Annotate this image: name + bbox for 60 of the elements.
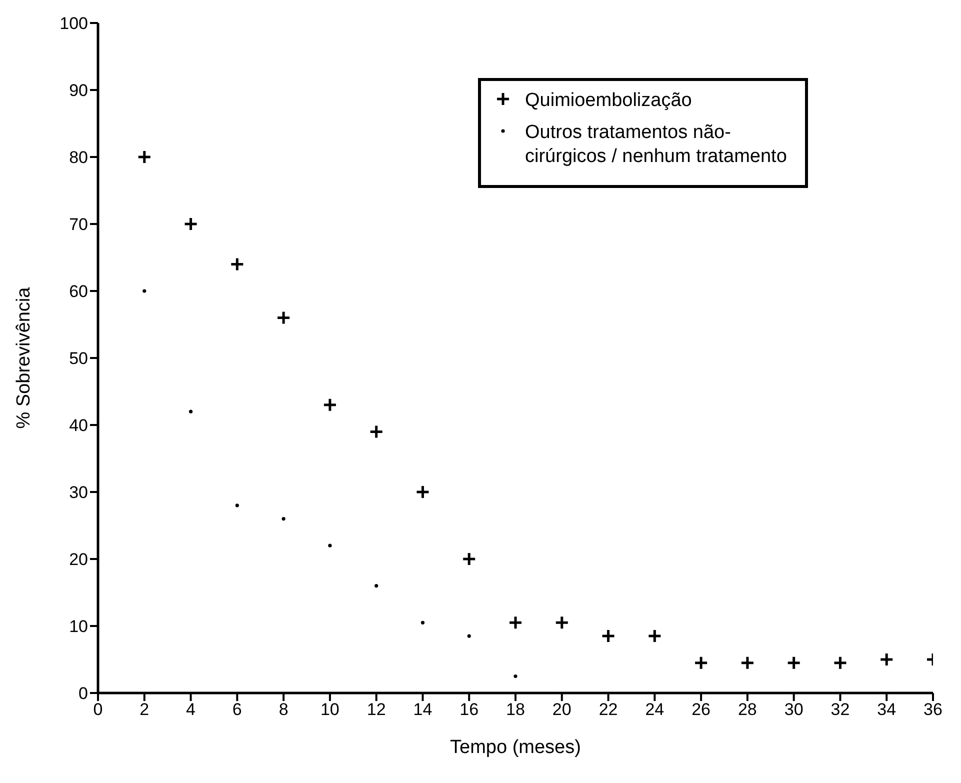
x-tick-label: 0 [93,700,103,720]
point [137,150,152,164]
y-tick-label: 50 [69,349,88,368]
point [369,424,384,439]
point [142,289,146,293]
x-axis-title: Tempo (meses) [450,737,581,758]
y-tick-label: 70 [69,215,88,234]
point [514,674,518,678]
point [879,652,894,667]
x-tick-label: 6 [232,700,242,720]
point [374,584,378,588]
point [184,216,198,232]
y-tick-label: 100 [60,14,88,34]
point [554,615,570,630]
x-tick-label: 12 [366,700,386,720]
point [467,634,471,638]
legend-label: Quimioembolização [525,89,692,113]
y-tick-label: 60 [69,282,88,302]
point [786,656,802,670]
x-tick-label: 16 [460,700,479,720]
point [415,484,430,500]
point [230,256,244,272]
x-tick-label: 26 [692,700,711,720]
point [322,398,338,412]
x-tick-label: 24 [645,700,664,720]
point [740,656,755,670]
y-tick-label: 30 [69,483,88,502]
point [462,552,476,566]
point [282,517,286,521]
y-tick-label: 20 [69,550,88,570]
point [601,628,616,644]
y-tick-label: 10 [69,617,88,636]
y-tick-label: 80 [69,148,88,168]
x-tick-label: 34 [877,700,896,720]
point [694,656,708,670]
x-tick-label: 4 [186,700,196,720]
point [508,615,523,630]
x-tick-label: 14 [413,700,432,720]
x-tick-label: 20 [552,700,572,720]
y-axis-title: % Sobrevivência [14,286,35,429]
y-tick-label: 90 [69,81,88,100]
x-tick-label: 8 [278,700,288,720]
point [647,628,662,644]
point [328,544,332,548]
point [276,310,291,326]
point [420,620,425,624]
y-tick-label: 40 [69,416,88,436]
point [235,504,239,508]
x-tick-label: 30 [784,700,804,720]
x-tick-label: 22 [598,700,618,720]
x-tick-label: 32 [830,700,850,720]
point [188,410,193,414]
x-tick-label: 36 [924,700,942,720]
point [832,656,848,670]
x-tick-label: 28 [738,700,757,720]
x-tick-label: 18 [506,700,525,720]
legend-label: Outros tratamentos não-cirúrgicos / nenhum tratamento [525,121,788,169]
y-tick-label: 0 [78,684,88,704]
x-tick-label: 2 [140,700,150,720]
x-tick-label: 10 [320,700,340,720]
